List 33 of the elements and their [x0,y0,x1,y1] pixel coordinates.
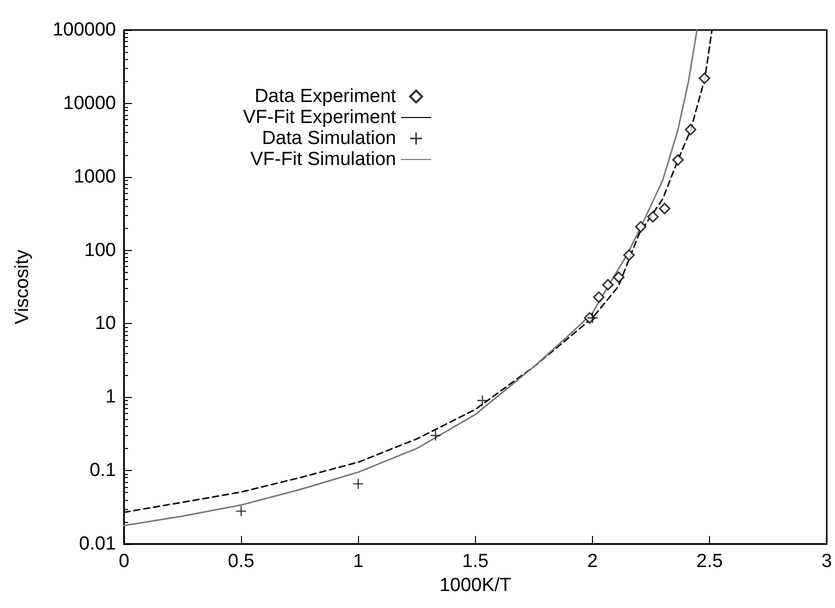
x-tick-label: 0.5 [228,551,254,572]
y-tick-label: 1 [105,386,116,408]
x-tick-label: 1 [352,551,364,572]
y-tick-label: 0.01 [79,534,116,554]
point [602,278,614,290]
y-tick-label: 10000 [63,92,116,114]
point [623,249,635,261]
x-tick-label: 2 [587,551,598,572]
x-tick-label: 1.5 [462,551,489,572]
y-tick-label: 100000 [52,20,116,40]
point [593,291,605,303]
point [353,478,364,489]
legend-label: Data Experiment [254,86,397,107]
point [647,211,659,223]
y-tick-label: 100 [84,240,116,261]
y-tick-label: 0.1 [90,460,116,482]
legend-label: Data Simulation [262,128,396,149]
x-axis-title: 1000K/T [439,574,512,596]
point [698,72,710,84]
legend-label: VF-Fit Experiment [242,107,397,128]
point [672,154,684,166]
x-tick-label: 3 [821,551,832,572]
point [634,221,646,233]
point [684,124,696,136]
y-axis-title: Viscosity [12,249,33,324]
y-tick-label: 1000 [74,166,116,188]
y-tick-label: 10 [94,313,116,334]
legend-label: VF-Fit Simulation [250,149,396,170]
point [658,202,670,214]
point [612,271,624,283]
x-tick-label: 0 [118,551,130,572]
point [236,506,246,516]
x-tick-label: 2.5 [696,551,723,572]
